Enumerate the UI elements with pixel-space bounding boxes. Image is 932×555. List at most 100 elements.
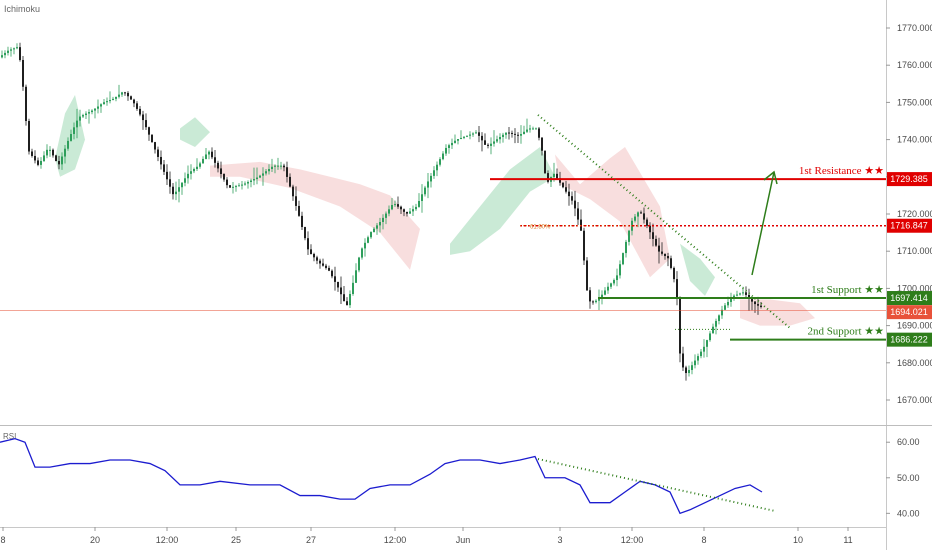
candle-body xyxy=(535,128,537,130)
candle-body xyxy=(265,171,267,174)
candle-body xyxy=(481,135,483,141)
candle-body xyxy=(376,225,378,229)
rsi-trendline[interactable] xyxy=(537,458,776,512)
ichimoku-cloud xyxy=(55,94,815,326)
candle-body xyxy=(352,282,354,294)
candle-body xyxy=(385,213,387,218)
candle-body xyxy=(553,173,555,178)
candle-body xyxy=(757,304,759,306)
candle-body xyxy=(586,260,588,291)
candle-body xyxy=(184,178,186,183)
candle-body xyxy=(226,179,228,186)
price-axis: 1770.0001760.0001750.0001740.0001730.000… xyxy=(886,23,932,405)
candle-body xyxy=(412,209,414,212)
svg-text:1694.021: 1694.021 xyxy=(890,307,928,317)
time-tick-label: 3 xyxy=(557,535,562,545)
candle-body xyxy=(61,156,63,165)
candle-body xyxy=(694,360,696,366)
candle-body xyxy=(463,136,465,138)
candle-body xyxy=(538,128,540,138)
candle-body xyxy=(514,133,516,135)
candle-body xyxy=(334,276,336,282)
candle-body xyxy=(661,251,663,254)
price-trendline[interactable] xyxy=(537,114,791,329)
candle-body xyxy=(367,237,369,243)
time-tick-label: Jun xyxy=(456,535,471,545)
candle-body xyxy=(247,182,249,184)
cloud-area xyxy=(210,161,420,270)
candle-body xyxy=(709,333,711,341)
candle-body xyxy=(277,165,279,167)
candle-body xyxy=(670,258,672,268)
candle-body xyxy=(133,99,135,104)
candle-body xyxy=(571,196,573,201)
candle-body xyxy=(373,228,375,233)
candle-body xyxy=(73,127,75,135)
candle-body xyxy=(505,132,507,135)
candle-body xyxy=(304,227,306,239)
time-tick-label: 25 xyxy=(231,535,241,545)
candle-body xyxy=(556,173,558,179)
time-tick-label: 11 xyxy=(843,535,852,545)
time-tick-label: 20 xyxy=(90,535,100,545)
candle-body xyxy=(331,270,333,277)
candle-body xyxy=(175,191,177,195)
candle-body xyxy=(148,127,150,135)
candle-body xyxy=(544,150,546,174)
candle-body xyxy=(127,92,129,97)
candle-body xyxy=(658,245,660,252)
support1-price-tag: 1697.414 xyxy=(887,291,932,306)
target-arrow-head-icon xyxy=(763,170,778,185)
candle-body xyxy=(565,187,567,192)
candle-body xyxy=(355,270,357,283)
candle-body xyxy=(280,165,282,167)
candle-body xyxy=(379,221,381,226)
target-arrow-line[interactable] xyxy=(751,171,775,276)
candle-body xyxy=(55,155,57,161)
candle-body xyxy=(163,164,165,172)
time-tick-label: 10 xyxy=(793,535,803,545)
candle-body xyxy=(442,153,444,160)
candle-body xyxy=(622,253,624,265)
candle-body xyxy=(157,149,159,157)
candle-body xyxy=(736,294,738,296)
candle-body xyxy=(403,209,405,212)
candle-body xyxy=(25,86,27,121)
candle-body xyxy=(292,186,294,197)
candle-body xyxy=(322,263,324,266)
candle-body xyxy=(730,298,732,302)
candle-body xyxy=(202,158,204,164)
candle-body xyxy=(745,292,747,295)
candle-body xyxy=(193,168,195,172)
candle-body xyxy=(613,280,615,284)
candle-body xyxy=(607,286,609,291)
candle-body xyxy=(409,211,411,214)
candle-body xyxy=(211,151,213,158)
candle-body xyxy=(82,115,84,117)
candle-body xyxy=(589,290,591,302)
candle-body xyxy=(88,112,90,114)
candle-body xyxy=(439,159,441,165)
candle-body xyxy=(40,160,42,165)
candle-body xyxy=(649,225,651,233)
candle-body xyxy=(460,137,462,140)
candle-body xyxy=(244,183,246,185)
candle-body xyxy=(583,230,585,261)
candle-body xyxy=(625,241,627,254)
time-axis: 8 20 12:00 25 27 12:00 Jun 3 12:00 8 10 11 xyxy=(0,527,853,545)
candle-body xyxy=(259,175,261,178)
candle-body xyxy=(466,135,468,137)
fib-61-label: 61.80% xyxy=(530,225,551,231)
candle-body xyxy=(517,134,519,136)
candle-body xyxy=(268,168,270,172)
candle-body xyxy=(154,142,156,150)
candle-body xyxy=(433,170,435,176)
candle-body xyxy=(592,301,594,303)
candle-body xyxy=(700,351,702,357)
candle-body xyxy=(325,265,327,268)
candle-body xyxy=(97,106,99,109)
level-lines xyxy=(0,114,886,341)
candle-body xyxy=(214,157,216,163)
